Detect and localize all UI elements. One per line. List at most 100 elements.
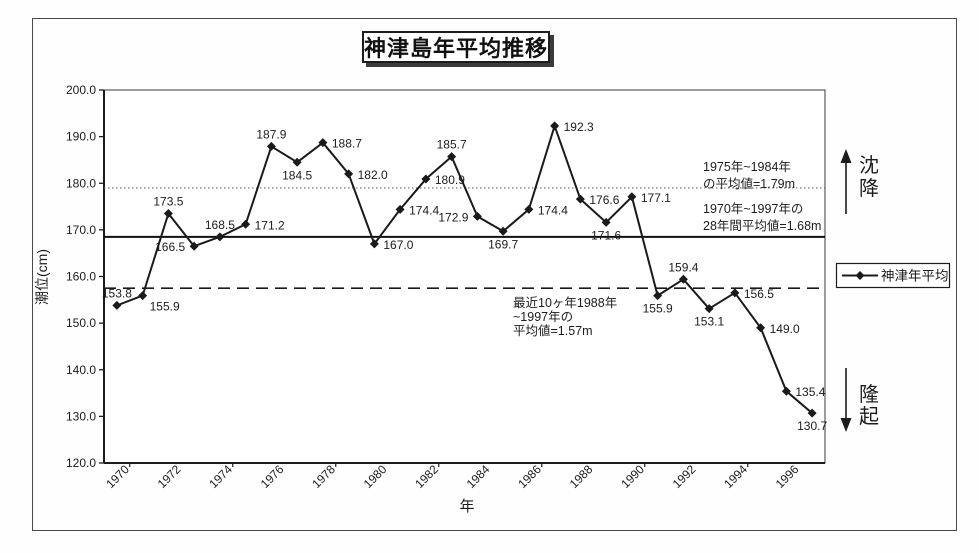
x-tick-label: 1974 <box>206 462 235 491</box>
x-tick-label: 1992 <box>670 462 699 491</box>
data-label-1977: 184.5 <box>282 168 312 182</box>
data-line <box>116 124 813 414</box>
data-label-1978: 188.7 <box>332 137 362 151</box>
avg-annotation-dotted-line2: の平均値=1.79m <box>703 176 795 191</box>
x-tick-label: 1984 <box>464 462 493 491</box>
x-tick-label: 1972 <box>155 462 184 491</box>
y-tick-label: 200.0 <box>66 83 96 97</box>
avg-annotation-dashed-line1: 最近10ヶ年1988年 <box>513 296 617 310</box>
data-label-1991: 155.9 <box>643 302 673 316</box>
data-point-1982 <box>421 174 431 184</box>
plot-area <box>103 89 826 464</box>
x-tick-label: 1976 <box>258 462 287 491</box>
avg-annotation-solid-line2: 28年間平均値=1.68m <box>703 218 821 233</box>
data-label-1993: 153.1 <box>694 315 724 329</box>
data-label-1972: 173.5 <box>153 195 183 209</box>
x-axis-title: 年 <box>459 498 474 515</box>
data-point-1975 <box>241 219 251 229</box>
data-point-1971 <box>138 291 148 301</box>
x-tick-label: 1986 <box>515 462 544 491</box>
avg-annotation-dashed-line2: ~1997年の <box>513 310 573 324</box>
x-tick-label: 1978 <box>309 462 338 491</box>
x-tick-label: 1982 <box>412 462 441 491</box>
data-label-1996: 135.4 <box>795 385 825 399</box>
y-tick-label: 150.0 <box>66 316 96 330</box>
data-label-1986: 174.4 <box>538 203 568 217</box>
data-point-1979 <box>344 169 354 179</box>
data-label-1976: 187.9 <box>256 127 286 141</box>
data-point-1985 <box>498 226 508 236</box>
data-label-1973: 166.5 <box>155 240 185 254</box>
y-tick-label: 160.0 <box>66 270 96 284</box>
data-label-1995: 149.0 <box>770 322 800 336</box>
data-label-1987: 192.3 <box>564 120 594 134</box>
data-point-1987 <box>550 121 560 131</box>
data-label-1990: 177.1 <box>641 191 671 205</box>
avg-annotation-solid-line1: 1970年~1997年の <box>703 202 803 216</box>
data-point-1978 <box>318 138 328 148</box>
data-point-1977 <box>292 157 302 167</box>
uplift-label-char1: 隆 <box>859 383 879 406</box>
data-point-1972 <box>163 209 173 219</box>
data-label-1981: 174.4 <box>409 203 439 217</box>
y-tick-label: 170.0 <box>66 223 96 237</box>
data-point-1973 <box>189 241 199 251</box>
data-point-1980 <box>369 239 379 249</box>
data-point-1986 <box>524 204 534 214</box>
subsidence-label-char1: 沈 <box>859 154 879 177</box>
data-point-1974 <box>215 232 225 242</box>
avg-annotation-dashed-line3: 平均値=1.57m <box>513 323 593 338</box>
x-tick-label: 1980 <box>361 462 390 491</box>
y-tick-label: 180.0 <box>66 176 96 190</box>
data-point-1981 <box>395 204 405 214</box>
subsidence-label-char2: 降 <box>859 177 879 200</box>
data-label-1994: 156.5 <box>744 287 774 301</box>
data-point-1991 <box>653 291 663 301</box>
legend-diamond-marker <box>855 271 865 280</box>
data-label-1975: 171.2 <box>255 218 285 232</box>
chart-title: 神津島年平均推移 <box>364 36 549 61</box>
data-point-1995 <box>756 323 766 333</box>
data-label-1974: 168.5 <box>205 218 235 232</box>
data-label-1983: 185.7 <box>437 138 467 152</box>
y-tick-label: 120.0 <box>66 456 96 470</box>
data-label-1979: 182.0 <box>358 168 388 182</box>
data-point-1988 <box>575 194 585 204</box>
data-point-1996 <box>781 386 791 396</box>
data-point-1990 <box>627 192 637 202</box>
data-point-1984 <box>472 211 482 221</box>
y-axis-title: 潮位(cm) <box>34 249 50 305</box>
data-point-1976 <box>266 141 276 151</box>
uplift-label-char2: 起 <box>859 405 879 428</box>
data-label-1971: 155.9 <box>150 300 180 314</box>
legend-label: 神津年平均 <box>881 269 949 284</box>
data-point-1983 <box>447 152 457 162</box>
y-tick-label: 190.0 <box>66 130 96 144</box>
data-label-1980: 167.0 <box>383 238 413 252</box>
data-point-1989 <box>601 217 611 227</box>
data-point-1993 <box>704 304 714 314</box>
data-point-1992 <box>678 274 688 284</box>
avg-annotation-dotted-line1: 1975年~1984年 <box>703 160 791 174</box>
up-arrow-head-icon <box>840 149 852 163</box>
x-tick-label: 1970 <box>103 462 132 491</box>
chart-title-box: 神津島年平均推移 <box>362 31 550 63</box>
data-label-1982: 180.9 <box>435 173 465 187</box>
data-point-1994 <box>730 288 740 298</box>
data-label-1970: 153.8 <box>102 286 132 300</box>
y-tick-label: 130.0 <box>66 409 96 423</box>
data-label-1989: 171.6 <box>591 228 621 242</box>
x-tick-label: 1994 <box>721 462 750 491</box>
data-label-1997: 130.7 <box>797 419 827 433</box>
x-tick-label: 1990 <box>618 462 647 491</box>
data-label-1992: 159.4 <box>668 260 698 274</box>
data-point-1997 <box>807 408 817 418</box>
down-arrow-head-icon <box>840 418 852 432</box>
y-tick-label: 140.0 <box>66 363 96 377</box>
data-label-1988: 176.6 <box>589 193 619 207</box>
data-label-1984: 172.9 <box>438 210 468 224</box>
data-point-1970 <box>112 300 122 310</box>
x-tick-label: 1996 <box>773 462 802 491</box>
x-tick-label: 1988 <box>567 462 596 491</box>
